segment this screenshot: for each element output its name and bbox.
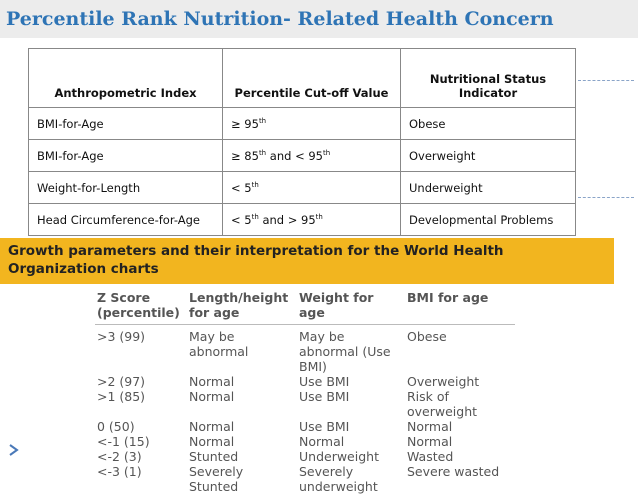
arrow-icon: [9, 444, 19, 456]
table-cell: Normal: [189, 419, 235, 434]
table-cell: May be abnormal (Use BMI): [299, 329, 391, 374]
table-cell: Developmental Problems: [400, 203, 576, 236]
table-cell: Normal: [189, 389, 235, 404]
table-cell: Head Circumference-for-Age: [28, 203, 223, 236]
cell-text: < 5: [231, 180, 252, 195]
percentile-table: Anthropometric Index Percentile Cut-off V…: [28, 48, 576, 236]
superscript: th: [251, 180, 259, 189]
table-cell: >3 (99): [97, 329, 146, 344]
table-cell: BMI-for-Age: [28, 139, 223, 172]
cell-text: BMI-for-Age: [37, 116, 104, 131]
superscript: th: [258, 148, 267, 157]
table-row: 0 (50) Normal Use BMI Normal: [95, 419, 515, 434]
table-cell: Overweight: [407, 374, 480, 389]
superscript: th: [251, 212, 259, 221]
who-table: Z Score (percentile) Length/height for ag…: [95, 290, 515, 494]
table-row: BMI-for-Age ≥ 85th and < 95th Overweight: [28, 139, 576, 172]
table-cell: Normal: [189, 434, 235, 449]
table-cell: Use BMI: [299, 389, 350, 404]
superscript: th: [315, 212, 323, 221]
dashed-line: [578, 197, 634, 198]
table-row: >3 (99) May be abnormal May be abnormal (U…: [95, 325, 515, 375]
table-cell: BMI-for-Age: [28, 107, 223, 140]
table-cell: Normal: [299, 434, 345, 449]
bullet-arrow: [9, 444, 19, 456]
table-cell: Normal: [407, 434, 453, 449]
column-header: Z Score (percentile): [95, 290, 187, 325]
table-cell: Risk of overweight: [407, 389, 478, 419]
column-header: Length/height for age: [187, 290, 297, 325]
table-cell: Use BMI: [299, 419, 350, 434]
header-row: Z Score (percentile) Length/height for ag…: [95, 290, 515, 325]
cell-text: ≥ 95: [231, 116, 259, 131]
table-cell: Severe wasted: [407, 464, 500, 479]
cell-text: Underweight: [409, 180, 483, 195]
superscript: th: [323, 148, 331, 157]
table-cell: Obese: [400, 107, 576, 140]
table-cell: Weight-for-Length: [28, 171, 223, 204]
table-cell: Underweight: [400, 171, 576, 204]
table-cell: Overweight: [400, 139, 576, 172]
table-cell: Stunted: [189, 449, 239, 464]
dashed-line: [578, 80, 634, 81]
banner: Growth parameters and their interpretati…: [0, 238, 614, 284]
table-cell: 0 (50): [97, 419, 135, 434]
table-cell: Normal: [189, 374, 235, 389]
table-row: >2 (97) Normal Use BMI Overweight: [95, 374, 515, 389]
table-row: <-3 (1) Severely Stunted Severely underwei…: [95, 464, 515, 494]
table-cell: Underweight: [299, 449, 379, 464]
table-cell: < 5th and > 95th: [222, 203, 401, 236]
header-row: Anthropometric Index Percentile Cut-off V…: [28, 48, 576, 108]
cell-text: Obese: [409, 116, 446, 131]
cell-text: ≥ 85: [231, 148, 259, 163]
column-header: Percentile Cut-off Value: [222, 48, 401, 108]
table-cell: Obese: [407, 329, 447, 344]
cell-text: < 5: [231, 212, 252, 227]
table-row: BMI-for-Age ≥ 95th Obese: [28, 107, 576, 140]
table-row: Head Circumference-for-Age < 5th and > 95…: [28, 203, 576, 236]
superscript: th: [258, 116, 267, 125]
table-cell: Severely Stunted: [189, 464, 244, 494]
slide-title: Percentile Rank Nutrition- Related Healt…: [6, 8, 554, 30]
column-header: Nutritional Status Indicator: [400, 48, 576, 108]
table-cell: >1 (85): [97, 389, 146, 404]
table-row: >1 (85) Normal Use BMI Risk of overweight: [95, 389, 515, 419]
table-cell: <-3 (1): [97, 464, 142, 479]
table-cell: >2 (97): [97, 374, 146, 389]
title-band: [0, 0, 638, 38]
table-cell: Normal: [407, 419, 453, 434]
cell-text: Developmental Problems: [409, 212, 554, 227]
table-cell: Severely underweight: [299, 464, 378, 494]
table-cell: < 5th: [222, 171, 401, 204]
cell-text: and > 95: [258, 212, 316, 227]
column-header: Anthropometric Index: [28, 48, 223, 108]
table-cell: <-1 (15): [97, 434, 150, 449]
cell-text: Weight-for-Length: [37, 180, 141, 195]
table-cell: <-2 (3): [97, 449, 142, 464]
table-cell: Wasted: [407, 449, 454, 464]
cell-text: BMI-for-Age: [37, 148, 104, 163]
cell-text: and < 95: [266, 148, 323, 163]
table-cell: ≥ 95th: [222, 107, 401, 140]
column-header: BMI for age: [405, 290, 515, 325]
table-row: <-1 (15) Normal Normal Normal: [95, 434, 515, 449]
table-row: <-2 (3) Stunted Underweight Wasted: [95, 449, 515, 464]
table-cell: Use BMI: [299, 374, 350, 389]
cell-text: Overweight: [409, 148, 476, 163]
table-cell: ≥ 85th and < 95th: [222, 139, 401, 172]
table-cell: May be abnormal: [189, 329, 249, 359]
cell-text: Head Circumference-for-Age: [37, 212, 200, 227]
column-header: Weight for age: [297, 290, 405, 325]
table-row: Weight-for-Length < 5th Underweight: [28, 171, 576, 204]
